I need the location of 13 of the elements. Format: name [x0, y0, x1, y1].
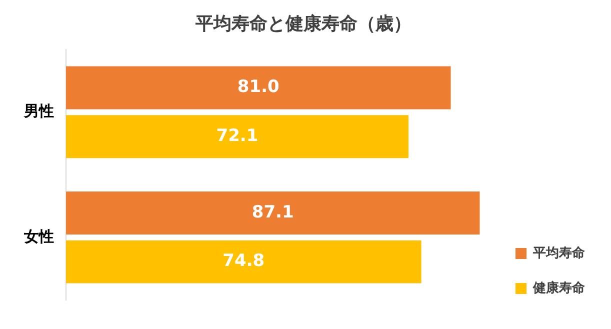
data-label: 81.0	[237, 77, 280, 98]
bar	[66, 240, 422, 284]
bar	[66, 192, 480, 234]
bar	[66, 115, 408, 158]
data-label: 72.1	[216, 126, 258, 146]
data-label: 74.8	[222, 251, 265, 272]
legend-label: 平均寿命	[532, 246, 586, 261]
y-tick-label: 女性	[23, 227, 54, 246]
bar	[66, 66, 451, 110]
legend-label: 健康寿命	[532, 280, 586, 296]
y-tick-label: 男性	[23, 102, 54, 120]
data-label: 87.1	[252, 202, 294, 222]
chart-title: 平均寿命と健康寿命（歳）	[194, 13, 412, 34]
